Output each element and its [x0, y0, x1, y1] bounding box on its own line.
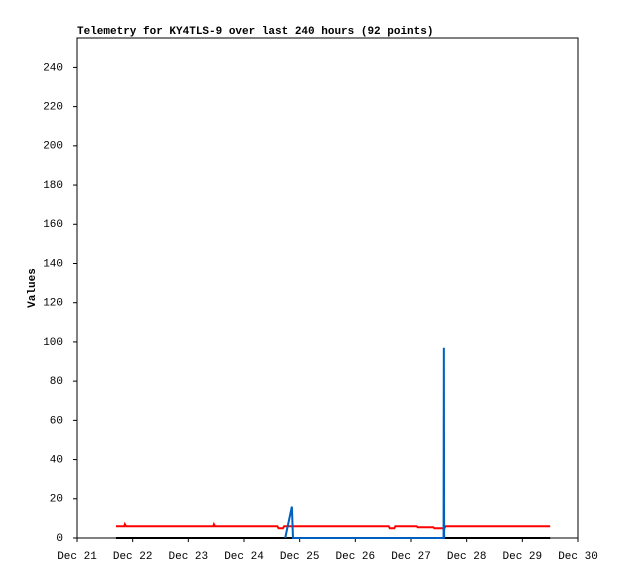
chart-title: Telemetry for KY4TLS-9 over last 240 hou… — [77, 26, 433, 38]
x-tick-label: Dec 24 — [224, 551, 264, 563]
x-tick-label: Dec 21 — [57, 551, 97, 563]
y-tick-label: 120 — [43, 298, 63, 310]
y-tick-label: 220 — [43, 102, 63, 114]
line — [115, 521, 551, 530]
x-tick-label: Dec 22 — [113, 551, 153, 563]
y-tick-label: 100 — [43, 337, 63, 349]
y-tick-label: 180 — [43, 180, 63, 192]
y-tick-label: 40 — [50, 454, 63, 466]
x-tick-label: Dec 26 — [336, 551, 376, 563]
line — [284, 347, 446, 539]
y-tick-label: 0 — [56, 533, 63, 545]
x-tick-label: Dec 23 — [169, 551, 209, 563]
y-tick-label: 200 — [43, 141, 63, 153]
x-tick-label: Dec 25 — [280, 551, 320, 563]
x-tick-label: Dec 27 — [391, 551, 431, 563]
x-tick-label: Dec 28 — [447, 551, 487, 563]
y-tick-label: 20 — [50, 494, 63, 506]
y-axis-label: Values — [27, 268, 39, 308]
y-tick-label: 160 — [43, 219, 63, 231]
x-tick-label: Dec 30 — [558, 551, 598, 563]
y-tick-label: 240 — [43, 62, 63, 74]
y-tick-label: 60 — [50, 415, 63, 427]
y-tick-label: 140 — [43, 258, 63, 270]
y-tick-label: 80 — [50, 376, 63, 388]
x-tick-label: Dec 29 — [503, 551, 543, 563]
